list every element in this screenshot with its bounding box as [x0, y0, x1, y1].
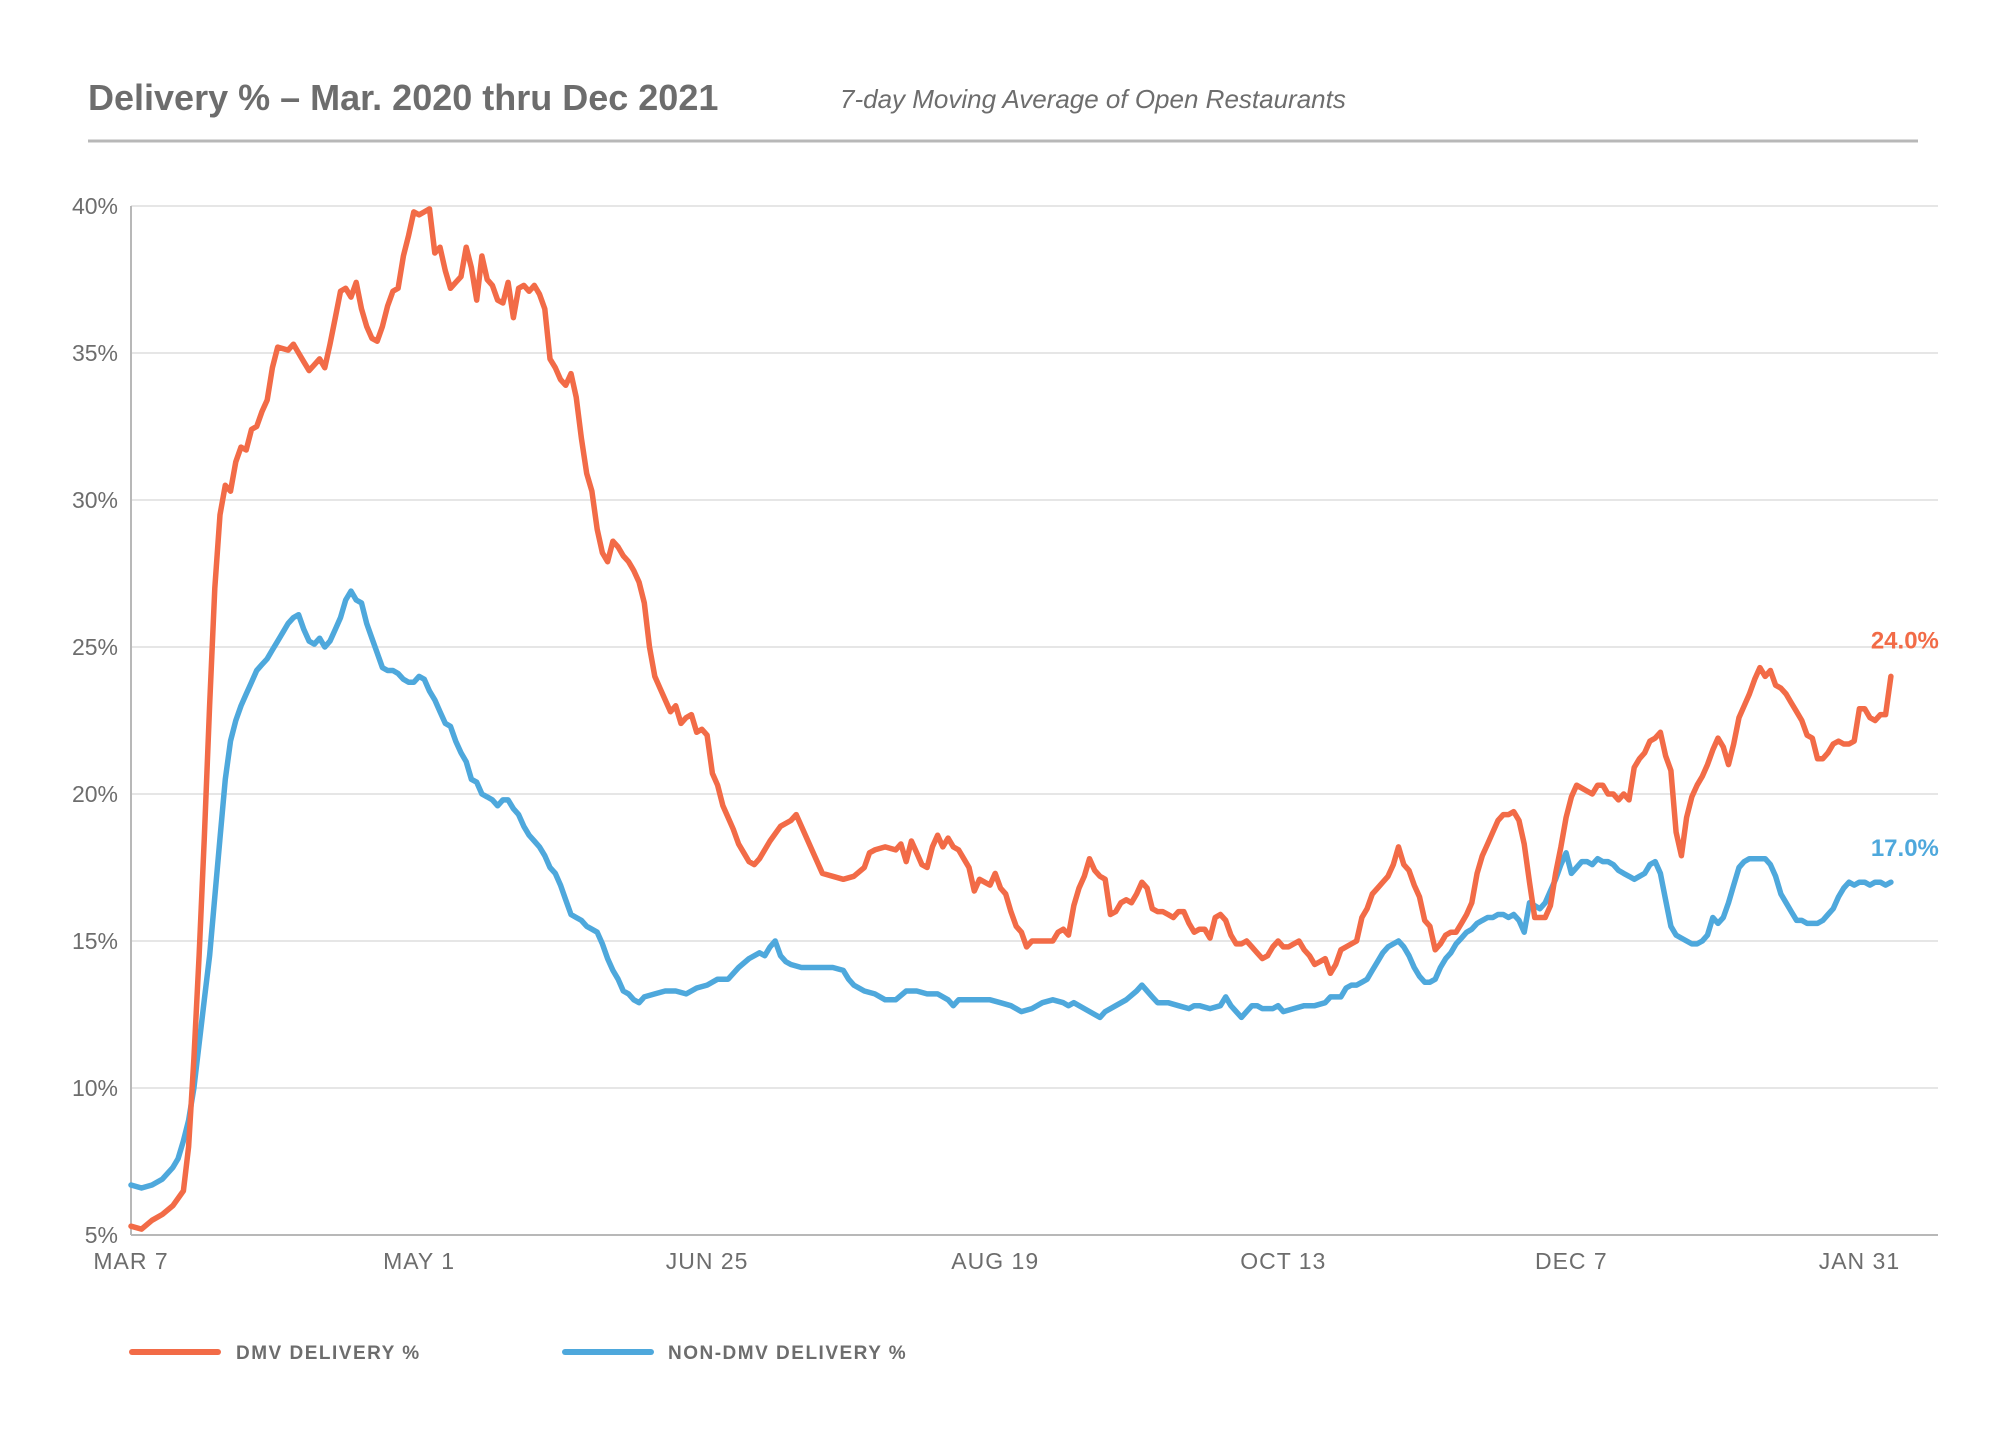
chart-title: Delivery % – Mar. 2020 thru Dec 2021: [88, 77, 718, 118]
non-dmv-series-line: [128, 588, 1894, 1191]
y-tick-label: 35%: [72, 340, 118, 366]
y-tick-label: 5%: [85, 1222, 118, 1248]
legend-label-dmv: DMV DELIVERY %: [236, 1343, 421, 1364]
dmv-end-label: 24.0%: [1871, 627, 1939, 654]
y-tick-label: 20%: [72, 781, 118, 807]
x-tick-label: DEC 7: [1535, 1248, 1608, 1274]
x-tick-label: JUN 25: [666, 1248, 749, 1274]
x-tick-label: MAR 7: [93, 1248, 168, 1274]
x-axis-ticks: MAR 7 MAY 1 JUN 25 AUG 19 OCT 13 DEC 7 JAN 31: [93, 1248, 1900, 1274]
y-tick-label: 25%: [72, 634, 118, 660]
gridlines: [131, 205, 1938, 1089]
y-tick-label: 10%: [72, 1075, 118, 1101]
y-axis-ticks: 40% 35% 30% 25% 20% 15% 10% 5%: [72, 193, 118, 1248]
legend: DMV DELIVERY % NON-DMV DELIVERY %: [129, 1343, 907, 1364]
x-tick-label: JAN 31: [1819, 1248, 1900, 1274]
chart-subtitle: 7-day Moving Average of Open Restaurants: [840, 84, 1346, 114]
x-tick-label: OCT 13: [1240, 1248, 1326, 1274]
series-lines: [128, 206, 1894, 1232]
x-tick-label: AUG 19: [951, 1248, 1039, 1274]
non-dmv-end-label: 17.0%: [1871, 835, 1939, 862]
dmv-series-line: [128, 206, 1894, 1232]
y-tick-label: 15%: [72, 928, 118, 954]
y-tick-label: 30%: [72, 487, 118, 513]
y-tick-label: 40%: [72, 193, 118, 219]
x-tick-label: MAY 1: [383, 1248, 455, 1274]
legend-label-non-dmv: NON-DMV DELIVERY %: [668, 1343, 907, 1364]
